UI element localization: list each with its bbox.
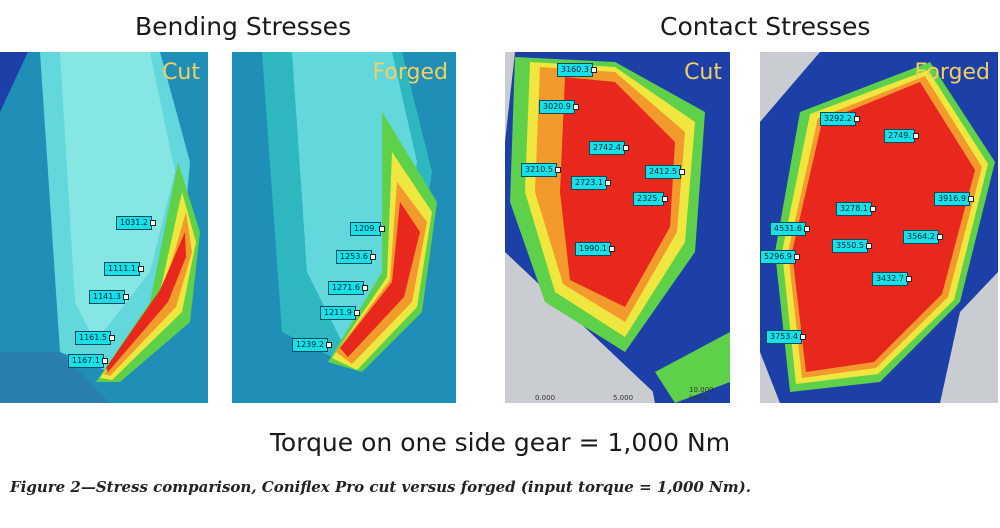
bending-forged-contour <box>232 52 456 403</box>
stress-label: 3564.2 <box>903 230 943 244</box>
scale-tick: 10.000 (mm) <box>689 386 714 402</box>
stress-label: 1239.2 <box>292 338 332 352</box>
stress-label: 1167.1 <box>68 354 108 368</box>
panel-tag: Cut <box>162 60 200 85</box>
stress-label: 3550.5 <box>832 239 872 253</box>
stress-label: 3160.3 <box>557 63 597 77</box>
contact-cut-panel: Cut 3160.3 3020.9 2742.4 3210.5 2723.1 2… <box>505 52 730 403</box>
bending-cut-contour <box>0 52 208 403</box>
bending-forged-panel: Forged 1209. 1253.6 1271.6 1211.9 1239.2 <box>232 52 456 403</box>
stress-label: 1209. <box>350 222 385 236</box>
stress-label: 1271.6 <box>328 281 368 295</box>
contact-forged-contour <box>760 52 998 403</box>
stress-label: 1253.6 <box>336 250 376 264</box>
stress-label: 5296.9 <box>760 250 800 264</box>
panel-tag: Cut <box>684 60 722 85</box>
stress-label: 1141.3 <box>89 290 129 304</box>
figure-caption: Figure 2—Stress comparison, Coniflex Pro… <box>10 478 751 496</box>
stress-label: 1031.2 <box>116 216 156 230</box>
stress-label: 2742.4 <box>589 141 629 155</box>
stress-label: 3292.2 <box>820 112 860 126</box>
stress-label: 3210.5 <box>521 163 561 177</box>
heading-contact: Contact Stresses <box>660 12 871 41</box>
panel-tag: Forged <box>372 60 448 85</box>
stress-label: 1111.1 <box>104 262 144 276</box>
scale-tick: 0.000 <box>535 394 556 402</box>
stress-label: 3916.9 <box>934 192 974 206</box>
stress-label: 1990.1 <box>575 242 615 256</box>
stress-label: 2412.5 <box>645 165 685 179</box>
heading-bending: Bending Stresses <box>135 12 352 41</box>
stress-label: 3020.9 <box>539 100 579 114</box>
panel-tag: Forged <box>914 60 990 85</box>
stress-label: 2325. <box>633 192 668 206</box>
stress-label: 1161.5 <box>75 331 115 345</box>
contact-forged-panel: Forged 3292.2 2749. 3916.9 3278.1 4531.6… <box>760 52 998 403</box>
scale-tick: 5.000 <box>613 394 634 402</box>
bending-cut-panel: Cut 1031.2 1111.1 1141.3 1161.5 1167.1 <box>0 52 208 403</box>
stress-label: 1211.9 <box>320 306 360 320</box>
stress-label: 3432.7 <box>872 272 912 286</box>
stress-label: 3753.4 <box>766 330 806 344</box>
stress-label: 4531.6 <box>770 222 810 236</box>
stress-label: 2749. <box>884 129 919 143</box>
torque-caption: Torque on one side gear = 1,000 Nm <box>269 428 731 457</box>
stress-label: 2723.1 <box>571 176 611 190</box>
stress-label: 3278.1 <box>836 202 876 216</box>
